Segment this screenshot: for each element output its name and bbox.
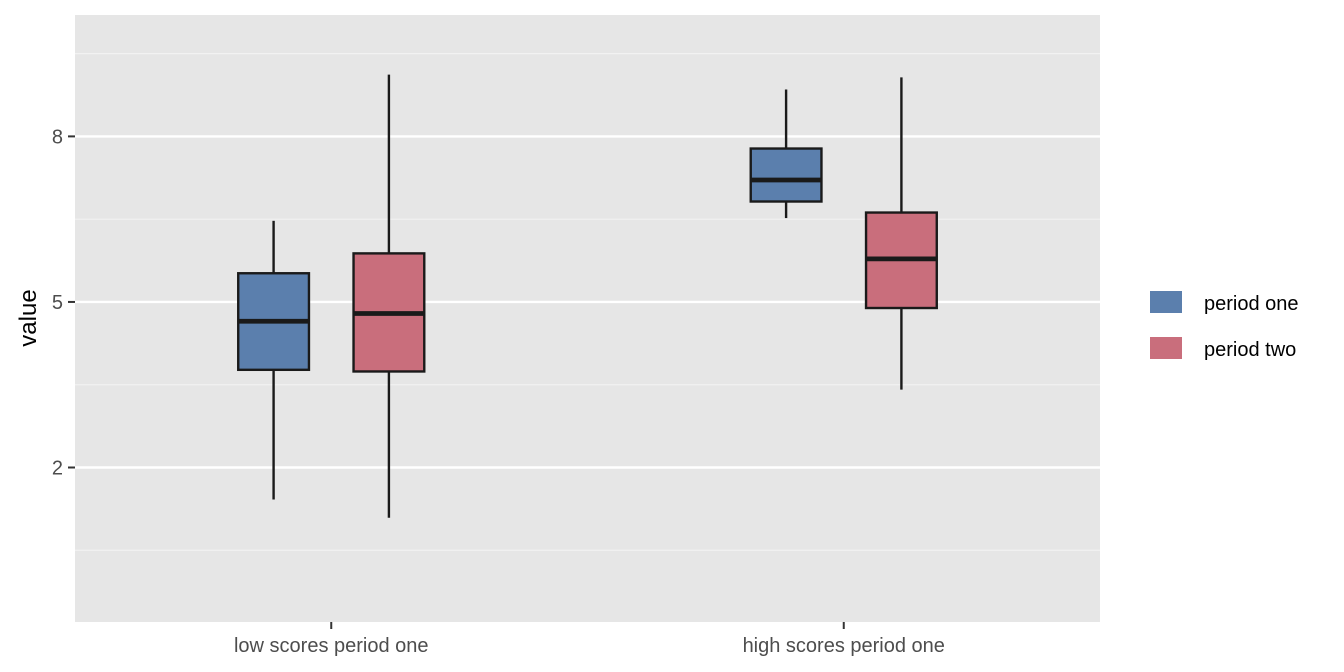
box-period-two-2 [864,77,938,390]
y-axis: 2 5 8 [52,126,75,479]
legend: period one period two [1150,291,1299,361]
box-period-one-2 [749,89,823,219]
iqr-box [749,147,823,203]
y-axis-title: value [15,289,42,346]
legend-swatch [1150,337,1182,359]
x-tick-label: low scores period one [234,635,429,657]
box-layer [237,74,938,518]
plot-panel [75,15,1100,622]
legend-swatch [1150,291,1182,313]
y-tick-label: 5 [52,292,63,314]
y-tick-label: 2 [52,457,63,479]
x-axis: low scores period one high scores period … [234,622,945,657]
legend-label: period two [1204,339,1296,361]
legend-item-period-one: period one [1150,291,1299,315]
legend-item-period-two: period two [1150,337,1296,361]
legend-label: period one [1204,293,1299,315]
box-period-one-1 [237,220,311,500]
box-period-two-1 [352,74,426,518]
x-tick-label: high scores period one [743,635,945,657]
y-tick-label: 8 [52,126,63,148]
